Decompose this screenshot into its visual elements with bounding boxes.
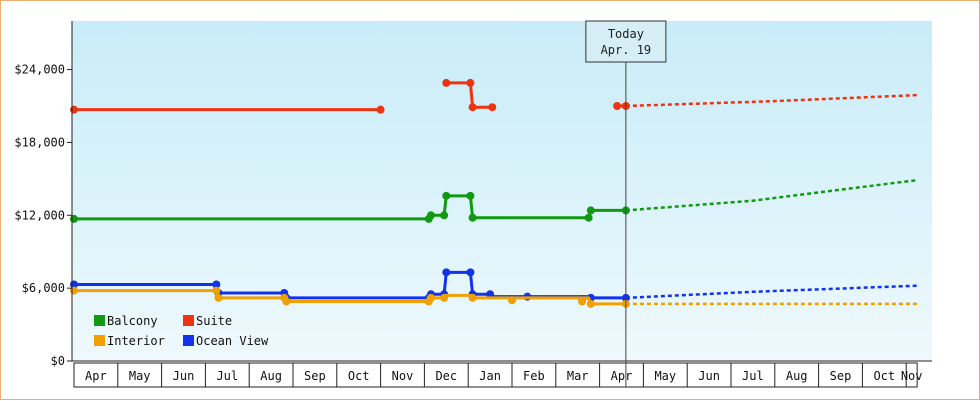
- series-suite: [70, 78, 918, 114]
- data-point-suite: [466, 78, 475, 87]
- x-tick-label: May: [654, 369, 676, 383]
- data-point-interior: [468, 293, 477, 302]
- data-point-balcony: [426, 211, 435, 220]
- series-line-interior: [74, 289, 626, 306]
- x-tick-label: Feb: [523, 369, 545, 383]
- x-tick-label: Nov: [901, 369, 923, 383]
- data-point-interior: [214, 293, 223, 302]
- data-point-interior: [426, 293, 435, 302]
- data-point-suite: [488, 103, 497, 112]
- x-tick-label: May: [129, 369, 151, 383]
- x-tick-label: Apr: [85, 369, 107, 383]
- x-tick-label: Sep: [304, 369, 326, 383]
- x-tick-label: Apr: [611, 369, 633, 383]
- data-point-interior: [440, 293, 449, 302]
- forecast-line-balcony: [625, 178, 918, 212]
- plot-background: [72, 21, 932, 361]
- data-point-suite: [376, 105, 385, 114]
- data-point-ocean-view: [466, 268, 475, 277]
- data-point-ocean-view: [442, 268, 451, 277]
- legend: Balcony Suite Interior Ocean View: [94, 314, 269, 348]
- x-tick-label: Aug: [260, 369, 282, 383]
- series-layer: [70, 78, 918, 308]
- data-point-suite: [70, 105, 78, 114]
- data-point-balcony: [440, 211, 449, 220]
- data-point-ocean-view: [486, 290, 495, 299]
- x-tick-label: Jun: [698, 369, 720, 383]
- data-point-balcony: [442, 191, 451, 200]
- data-point-interior: [578, 297, 587, 306]
- data-point-balcony: [586, 206, 595, 215]
- today-date: Apr. 19: [601, 43, 652, 57]
- legend-label-interior: Interior: [107, 334, 165, 348]
- x-tick-label: Mar: [567, 369, 589, 383]
- y-tick-label: $0: [51, 354, 65, 368]
- axis-layer: $0 $6,000 $12,000 $18,000 $24,000 Apr May Jun Ju…: [14, 21, 932, 388]
- legend-swatch-interior: [94, 335, 105, 346]
- x-tick-label: Oct: [348, 369, 370, 383]
- legend-swatch-suite: [183, 315, 194, 326]
- x-tick-label: Oct: [873, 369, 895, 383]
- series-line-suite: [446, 81, 493, 109]
- data-point-balcony: [584, 213, 593, 222]
- x-tick-label: Nov: [392, 369, 414, 383]
- data-point-suite: [613, 102, 622, 110]
- data-point-balcony: [468, 213, 477, 222]
- y-tick-label: $24,000: [14, 63, 65, 77]
- today-title: Today: [608, 27, 644, 41]
- series-balcony: [70, 178, 918, 223]
- data-point-interior: [212, 286, 221, 295]
- legend-label-balcony: Balcony: [107, 314, 158, 328]
- data-point-balcony: [466, 191, 475, 200]
- forecast-line-ocean-view: [625, 284, 918, 300]
- data-point-balcony: [70, 214, 78, 223]
- y-tick-label: $18,000: [14, 135, 65, 149]
- x-tick-label: Jul: [216, 369, 238, 383]
- y-tick-label: $12,000: [14, 208, 65, 222]
- today-box: [585, 20, 667, 63]
- x-tick-label: Jan: [479, 369, 501, 383]
- today-marker: Today Apr. 19: [585, 20, 667, 387]
- month-axis-band: [73, 362, 918, 388]
- legend-label-ocean-view: Ocean View: [196, 334, 269, 348]
- data-point-ocean-view: [212, 280, 221, 289]
- y-tick-label: $6,000: [22, 281, 65, 295]
- legend-swatch-balcony: [94, 315, 105, 326]
- x-tick-label: Jul: [742, 369, 764, 383]
- data-point-interior: [586, 299, 595, 308]
- data-point-interior: [282, 297, 291, 306]
- x-tick-label: Jun: [173, 369, 195, 383]
- data-point-suite: [442, 78, 451, 87]
- x-tick-label: Sep: [830, 369, 852, 383]
- data-point-interior: [508, 296, 516, 305]
- legend-swatch-ocean-view: [183, 335, 194, 346]
- forecast-line-suite: [625, 93, 918, 108]
- x-tick-label: Aug: [786, 369, 808, 383]
- legend-label-suite: Suite: [196, 314, 232, 328]
- data-point-suite: [468, 103, 477, 112]
- x-tick-label: Dec: [435, 369, 457, 383]
